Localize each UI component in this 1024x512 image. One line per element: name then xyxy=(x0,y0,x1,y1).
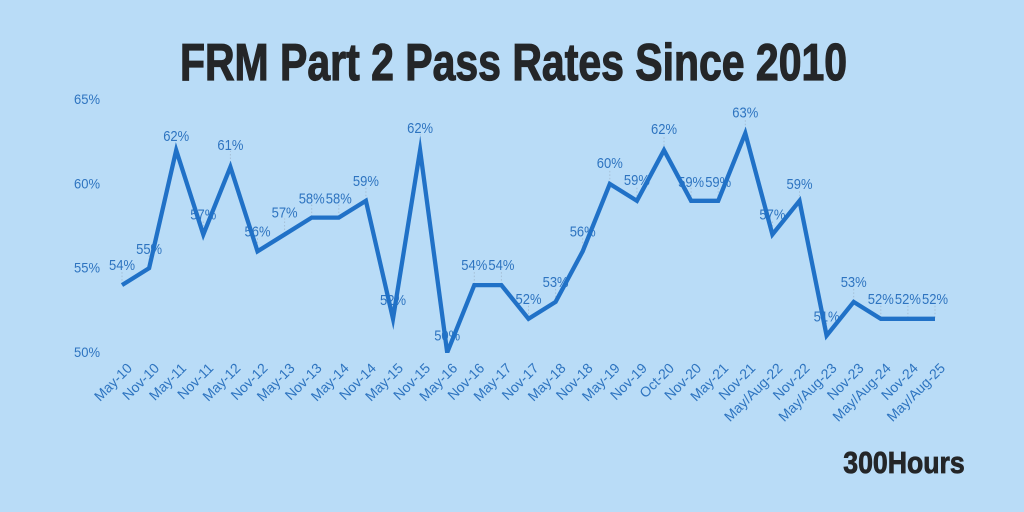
svg-text:52%: 52% xyxy=(516,291,542,308)
svg-text:61%: 61% xyxy=(217,137,243,154)
svg-text:52%: 52% xyxy=(895,291,921,308)
svg-text:FRM Part 2 Pass Rates Since 20: FRM Part 2 Pass Rates Since 2010 xyxy=(180,33,847,91)
svg-text:57%: 57% xyxy=(272,205,298,222)
svg-text:60%: 60% xyxy=(74,175,100,191)
svg-text:50%: 50% xyxy=(74,344,100,360)
svg-text:54%: 54% xyxy=(488,257,514,274)
svg-text:54%: 54% xyxy=(461,257,487,274)
svg-text:63%: 63% xyxy=(732,104,758,121)
svg-text:54%: 54% xyxy=(109,257,135,274)
svg-text:58%: 58% xyxy=(326,191,352,208)
svg-text:62%: 62% xyxy=(651,121,677,138)
svg-text:300Hours: 300Hours xyxy=(843,446,964,480)
svg-text:60%: 60% xyxy=(597,155,623,172)
svg-text:59%: 59% xyxy=(353,173,379,190)
svg-text:59%: 59% xyxy=(787,176,813,193)
svg-text:55%: 55% xyxy=(74,260,100,276)
svg-text:62%: 62% xyxy=(407,120,433,137)
svg-text:52%: 52% xyxy=(868,291,894,308)
svg-text:55%: 55% xyxy=(136,241,162,258)
svg-text:58%: 58% xyxy=(299,191,325,208)
svg-text:53%: 53% xyxy=(841,274,867,291)
svg-text:62%: 62% xyxy=(163,128,189,145)
svg-text:65%: 65% xyxy=(74,91,100,107)
svg-text:52%: 52% xyxy=(922,291,948,308)
